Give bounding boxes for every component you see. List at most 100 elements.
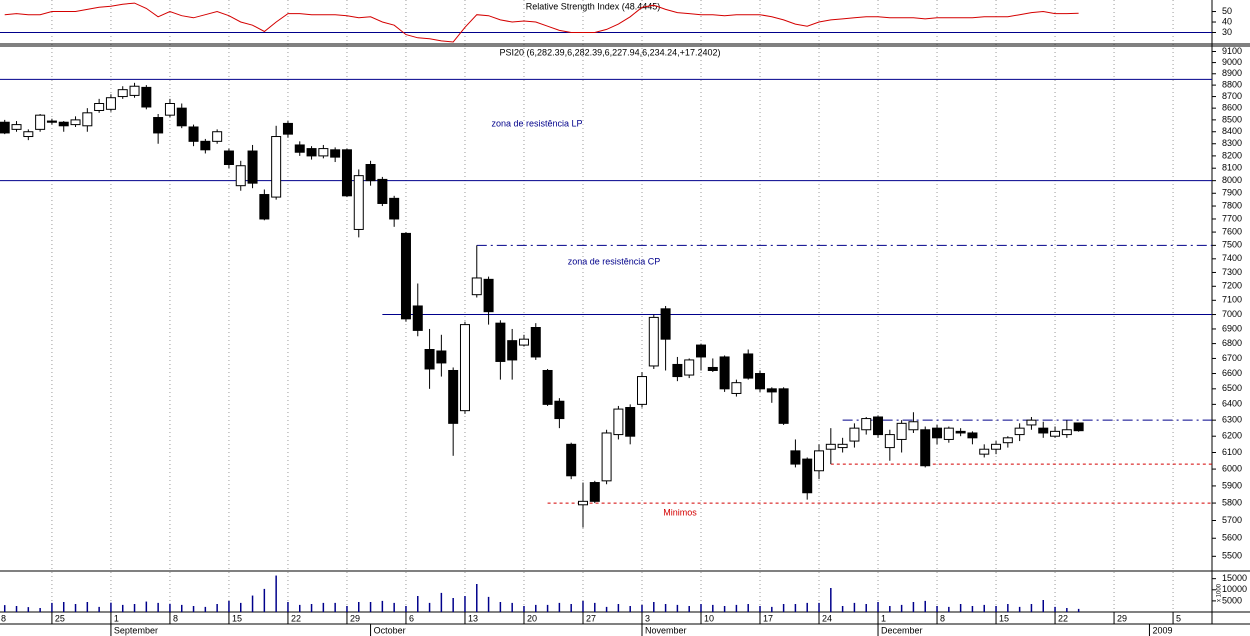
candle-body-down <box>341 149 352 197</box>
candle-body-down <box>200 140 211 151</box>
candle-body-down <box>259 194 270 220</box>
volume-unit: x 1000 <box>1217 583 1223 602</box>
candle-body-down <box>672 363 683 378</box>
candle-body-down <box>306 148 317 157</box>
candle-body-up <box>105 97 116 110</box>
month-label: December <box>881 625 923 635</box>
candle-body-down <box>778 388 789 424</box>
candle-body-down <box>932 427 943 439</box>
candle-body-down <box>967 432 978 439</box>
candle-body-down <box>625 407 636 437</box>
candle-body-up <box>636 376 647 405</box>
candle-body-down <box>696 344 707 358</box>
candle-body-up <box>82 112 93 127</box>
candle-body-up <box>814 450 825 472</box>
candle-body-up <box>837 443 848 449</box>
candle-body-up <box>518 338 529 346</box>
candle-body-down <box>566 443 577 477</box>
candle-body-up <box>318 148 329 157</box>
x-tick-label: 5 <box>1176 613 1181 623</box>
y-tick-label: 8200 <box>1222 150 1242 160</box>
candle-body-down <box>58 121 69 127</box>
annotation: Minimos <box>663 507 697 517</box>
y-tick-label: 6500 <box>1222 383 1242 393</box>
y-tick-label: 7600 <box>1222 226 1242 236</box>
candle-body-up <box>601 432 612 482</box>
candle-body-down <box>707 366 718 371</box>
y-tick-label: 8900 <box>1222 68 1242 78</box>
x-tick-label: 15 <box>999 613 1009 623</box>
candle-body-up <box>884 434 895 449</box>
candle-body-up <box>991 443 1002 450</box>
candle-body-down <box>46 120 57 123</box>
y-tick-label: 8700 <box>1222 91 1242 101</box>
candle-body-down <box>223 150 234 165</box>
candle-body-down <box>412 305 423 331</box>
candle-body-down <box>530 327 541 358</box>
y-tick-label: 8600 <box>1222 103 1242 113</box>
x-tick-label: 27 <box>586 613 596 623</box>
y-tick-label: 5800 <box>1222 497 1242 507</box>
y-tick-label: 6100 <box>1222 447 1242 457</box>
y-tick-label: 30 <box>1222 27 1232 37</box>
candle-body-up <box>825 443 836 450</box>
candle-body-down <box>365 163 376 182</box>
x-tick-label: 6 <box>409 613 414 623</box>
candle-body-down <box>873 416 884 436</box>
candle-body-down <box>400 232 411 320</box>
candle-body-up <box>353 175 364 230</box>
candle-body-up <box>908 421 919 431</box>
y-tick-label: 6800 <box>1222 338 1242 348</box>
y-tick-label: 8000 <box>1222 175 1242 185</box>
y-tick-label: 6400 <box>1222 399 1242 409</box>
y-tick-label: 7400 <box>1222 253 1242 263</box>
month-label: September <box>114 625 158 635</box>
candle-body-up <box>11 124 22 130</box>
candle-body-down <box>176 107 187 127</box>
candle-body-up <box>129 85 140 96</box>
candle-body-up <box>613 408 624 436</box>
candle-body-down <box>294 144 305 153</box>
candle-body-down <box>0 121 10 134</box>
candle-body-down <box>448 369 459 424</box>
candle-body-down <box>920 429 931 467</box>
candle-body-down <box>755 373 766 390</box>
x-tick-label: 8 <box>1 613 6 623</box>
x-tick-label: 1 <box>114 613 119 623</box>
x-tick-label: 8 <box>173 613 178 623</box>
candle-body-up <box>117 89 128 98</box>
candle-body-down <box>719 356 730 390</box>
candle-body-down <box>282 122 293 135</box>
x-tick-label: 22 <box>291 613 301 623</box>
candle-body-down <box>743 353 754 379</box>
candle-body-down <box>589 482 600 502</box>
y-tick-label: 10000 <box>1222 584 1247 594</box>
x-tick-label: 24 <box>822 613 832 623</box>
candle-body-up <box>35 114 46 130</box>
candle-body-up <box>1002 437 1013 444</box>
candle-body-up <box>271 136 282 198</box>
candle-body-up <box>459 324 470 412</box>
candle-body-down <box>141 86 152 108</box>
candle-body-down <box>495 322 506 362</box>
candle-body-up <box>577 500 588 506</box>
price-title: PSI20 (6,282.39,6,282.39,6,227.94,6,234.… <box>500 47 721 57</box>
candle-body-down <box>330 149 341 158</box>
month-label: October <box>374 625 406 635</box>
candle-body-up <box>979 448 990 455</box>
y-tick-label: 5600 <box>1222 533 1242 543</box>
annotation: zona de resistência CP <box>568 256 661 266</box>
candle-body-down <box>153 117 164 134</box>
x-tick-label: 1 <box>881 613 886 623</box>
candle-body-down <box>507 340 518 361</box>
candle-body-up <box>896 422 907 440</box>
rsi-line <box>4 2 1079 43</box>
y-tick-label: 40 <box>1222 16 1232 26</box>
candle-body-up <box>684 359 695 376</box>
candle-body-up <box>94 102 105 111</box>
candle-body-down <box>424 349 435 370</box>
candle-body-up <box>70 119 81 126</box>
x-tick-label: 17 <box>763 613 773 623</box>
candle-body-up <box>164 102 175 116</box>
